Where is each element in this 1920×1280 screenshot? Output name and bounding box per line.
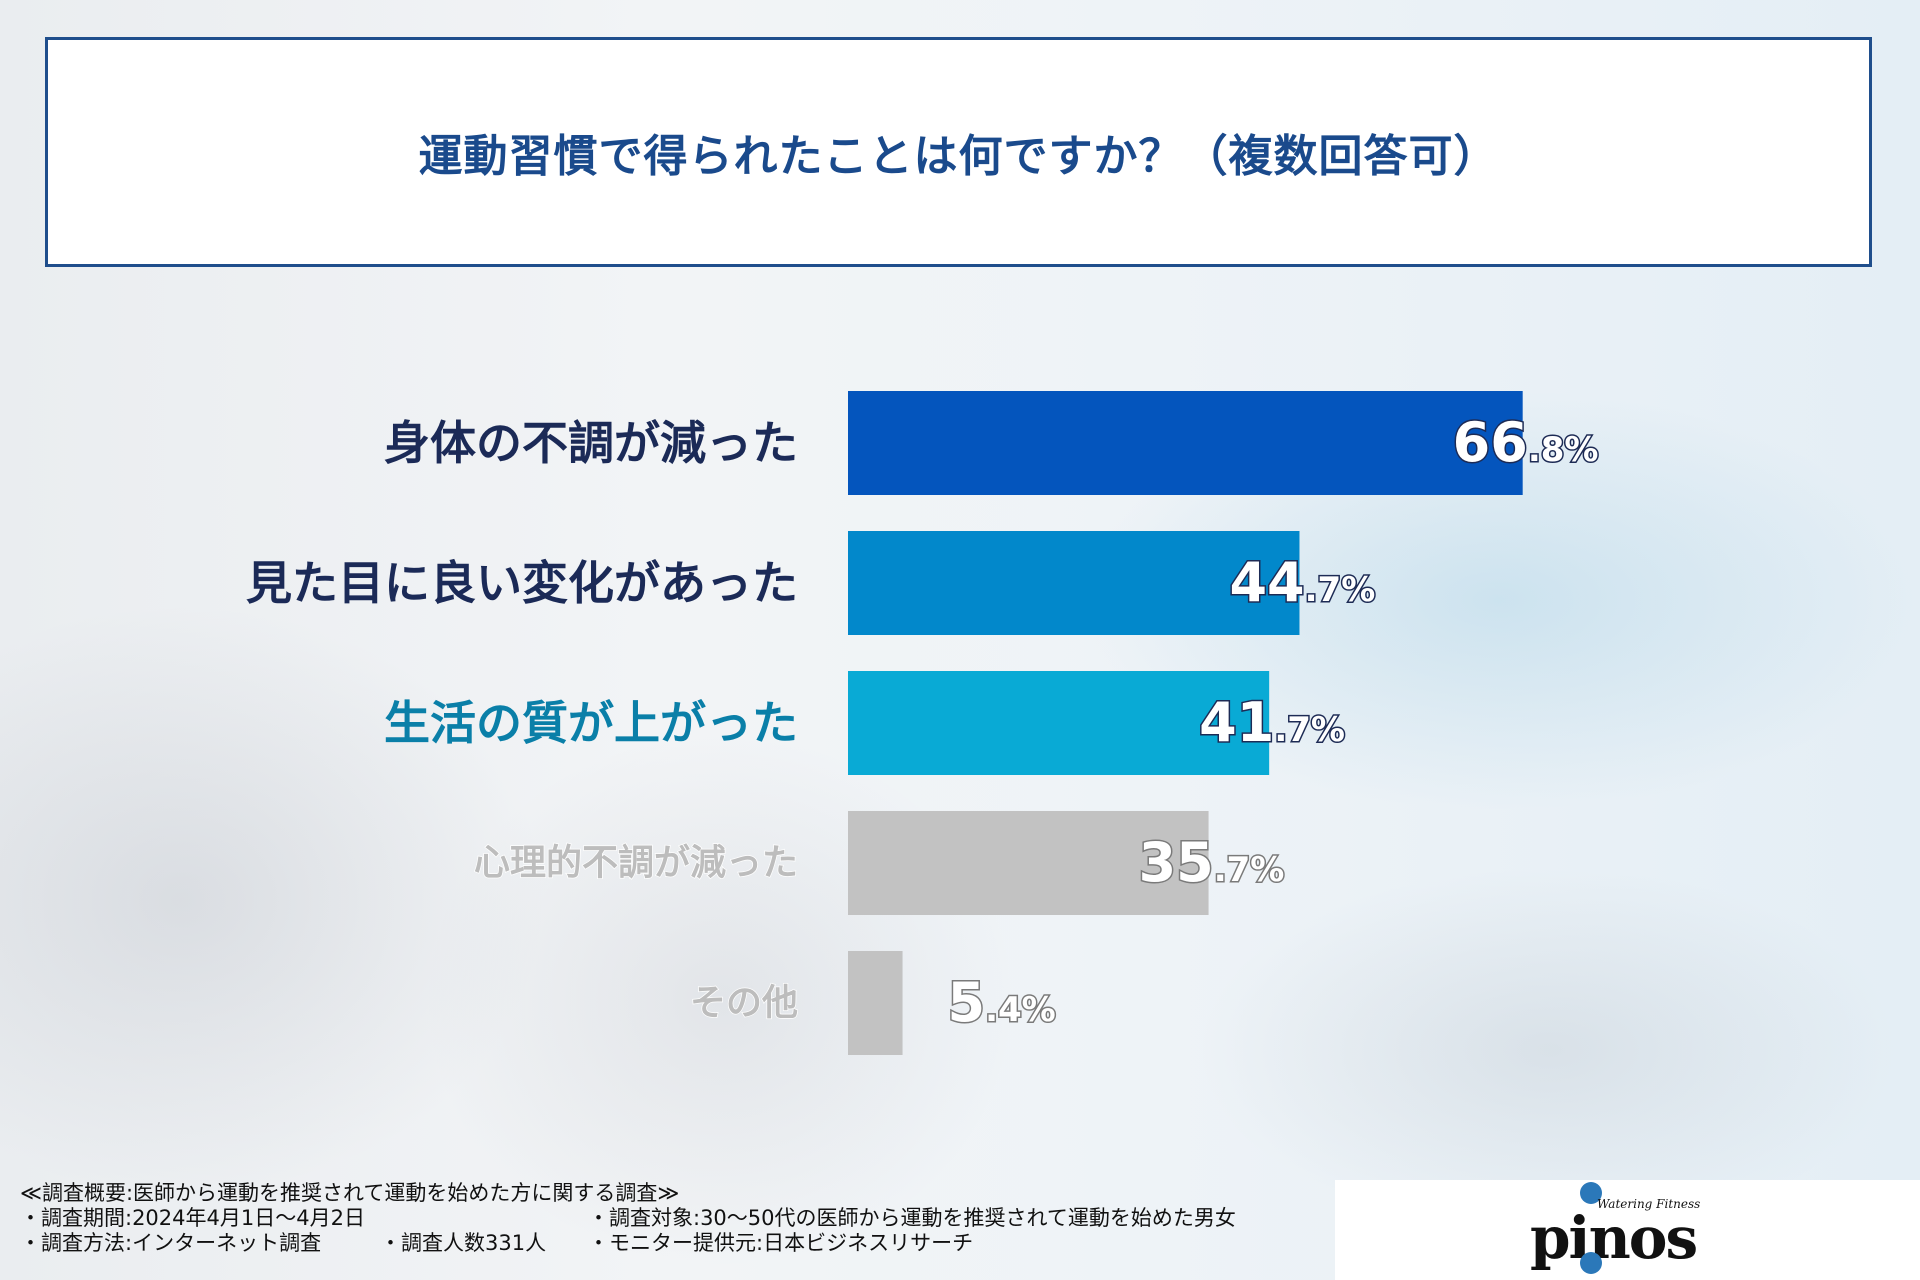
bar-chart: 身体の不調が減った 66.8% 見た目に良い変化があった 44.7% 生活の質が上がった… bbox=[246, 391, 1600, 1055]
value-label-3: 35.7% bbox=[1139, 831, 1285, 894]
footer-period: ・調査期間:2024年4月1日～4月2日 bbox=[20, 1206, 365, 1230]
logo-wordmark: pinos bbox=[1530, 1204, 1698, 1272]
category-label-3: 心理的不調が減った bbox=[474, 843, 798, 884]
category-label-2: 生活の質が上がった bbox=[384, 696, 798, 750]
value-label-4: 5.4% bbox=[948, 971, 1056, 1034]
bar-1 bbox=[848, 531, 1300, 635]
value-label-2: 41.7% bbox=[1199, 691, 1345, 754]
category-label-1: 見た目に良い変化があった bbox=[246, 556, 798, 610]
bar-4 bbox=[848, 951, 903, 1055]
value-label-0: 66.8% bbox=[1453, 411, 1599, 474]
chart-title-box: 運動習慣で得られたことは何ですか？（複数回答可） bbox=[45, 37, 1872, 267]
survey-footer: ≪調査概要:医師から運動を推奨されて運動を始めた方に関する調査≫ ・調査期間:2… bbox=[20, 1181, 1330, 1256]
brand-logo: Watering Fitness pinos bbox=[1335, 1180, 1920, 1280]
bar-0 bbox=[848, 391, 1523, 495]
logo-tagline: Watering Fitness bbox=[1597, 1197, 1701, 1211]
logo-dot-top bbox=[1580, 1182, 1602, 1204]
bar-3 bbox=[848, 811, 1209, 915]
category-label-4: その他 bbox=[690, 983, 798, 1024]
bars-layer: 身体の不調が減った 66.8% 見た目に良い変化があった 44.7% 生活の質が上がった… bbox=[246, 391, 1600, 1055]
footer-target: ・調査対象:30～50代の医師から運動を推奨されて運動を始めた男女 bbox=[588, 1206, 1236, 1230]
footer-provider: ・モニター提供元:日本ビジネスリサーチ bbox=[588, 1231, 974, 1255]
footer-summary: ≪調査概要:医師から運動を推奨されて運動を始めた方に関する調査≫ bbox=[20, 1181, 680, 1205]
bar-2 bbox=[848, 671, 1270, 775]
footer-method: ・調査方法:インターネット調査 bbox=[20, 1231, 322, 1255]
chart-title: 運動習慣で得られたことは何ですか？（複数回答可） bbox=[418, 131, 1499, 182]
value-label-1: 44.7% bbox=[1229, 551, 1375, 614]
category-label-0: 身体の不調が減った bbox=[384, 416, 798, 470]
logo-dot-bottom bbox=[1580, 1252, 1602, 1274]
footer-count: ・調査人数331人 bbox=[380, 1231, 547, 1255]
